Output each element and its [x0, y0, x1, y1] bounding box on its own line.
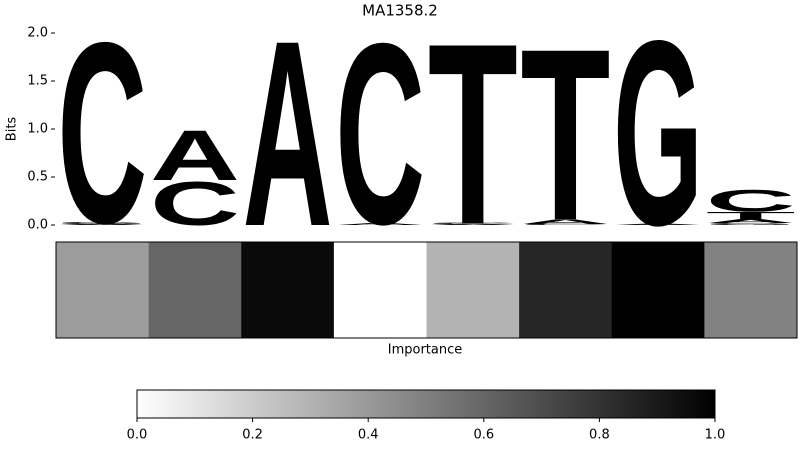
- logo-letter: A: [150, 116, 240, 196]
- logo-letter: A: [521, 218, 611, 225]
- heatmap-cell: [611, 242, 705, 338]
- heatmap-cell: [333, 242, 427, 338]
- colorbar-tick-label: 0.0: [127, 428, 148, 443]
- y-axis-label: Bits: [5, 117, 20, 142]
- y-tick-label: 1.0: [27, 122, 48, 137]
- logo-letter: T: [521, 0, 611, 272]
- heatmap-cell: [426, 242, 520, 338]
- y-tick-label: 1.5: [27, 74, 48, 89]
- heatmap-frame: [55, 241, 798, 339]
- heatmap-cell: [148, 242, 242, 338]
- logo-letter: A: [57, 224, 147, 225]
- y-tick-label: 0.5: [27, 170, 48, 185]
- heatmap-cell: [56, 242, 150, 338]
- logo-letter: A: [335, 223, 425, 226]
- colorbar-tick-label: 1.0: [705, 428, 726, 443]
- heatmap-label: Importance: [388, 343, 463, 358]
- colorbar: [136, 389, 716, 419]
- colorbar-tick-label: 0.8: [589, 428, 610, 443]
- logo-letter: T: [428, 0, 518, 278]
- logo-letter: C: [150, 169, 240, 238]
- logo-letter: C: [521, 224, 611, 225]
- colorbar-tick-label: 0.6: [473, 428, 494, 443]
- logo-letter: T: [706, 210, 796, 222]
- colorbar-tick-label: 0.2: [242, 428, 263, 443]
- logo-letter: A: [706, 218, 796, 224]
- logo-letter: A: [428, 224, 518, 225]
- logo-letter: A: [613, 224, 703, 225]
- logo-letter: G: [57, 222, 147, 225]
- logo-letter: C: [706, 183, 796, 219]
- logo-letter: C: [57, 0, 147, 278]
- logo-letter: G: [613, 0, 703, 281]
- colorbar-tick-label: 0.4: [358, 428, 379, 443]
- logo-letter: C: [335, 0, 425, 278]
- y-tick-label: 2.0: [27, 26, 48, 41]
- heatmap-cell: [241, 242, 335, 338]
- heatmap-cell: [519, 242, 613, 338]
- logo-letter: C: [428, 223, 518, 224]
- logo-letter: G: [706, 223, 796, 226]
- heatmap-cell: [704, 242, 798, 338]
- logo-letter: A: [243, 0, 333, 282]
- y-tick-label: 0.0: [27, 218, 48, 233]
- chart-title: MA1358.2: [362, 2, 438, 20]
